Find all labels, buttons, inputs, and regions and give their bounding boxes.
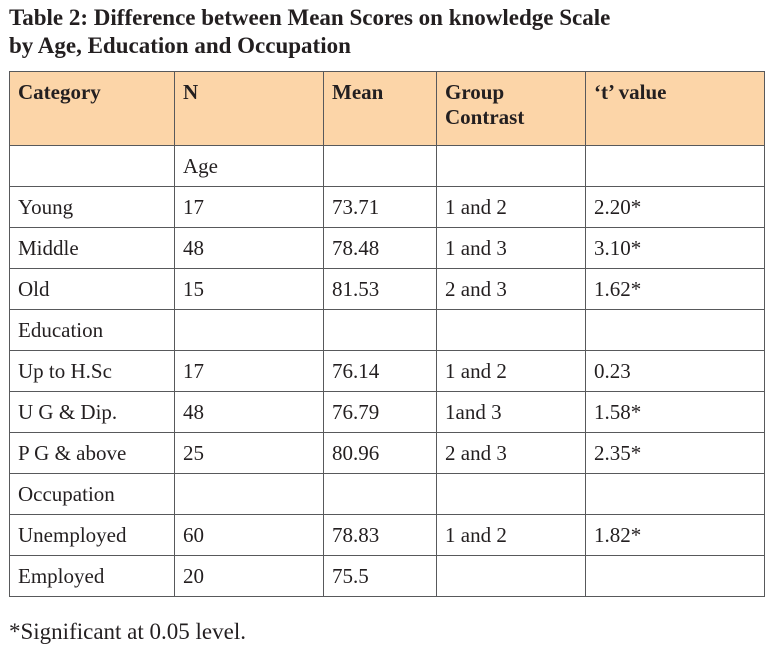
cell-category: Old [9,268,175,310]
cell-t-value [585,555,765,597]
cell-mean: 73.71 [323,186,437,228]
cell-category: U G & Dip. [9,391,175,433]
cell-category: Up to H.Sc [9,350,175,392]
table-row: Unemployed 60 78.83 1 and 2 1.82* [9,514,765,556]
cell-group-contrast [436,145,586,187]
cell-group-contrast [436,473,586,515]
data-table: Category N Mean Group Contrast ‘t’ value… [9,71,765,597]
cell-n: 25 [174,432,324,474]
header-row: Category N Mean Group Contrast ‘t’ value [9,71,765,146]
table-body: Age Young 17 73.71 1 and 2 2.20* Middle 48 78.48… [9,145,765,597]
cell-group-contrast: 1 and 2 [436,350,586,392]
table-row: Education [9,309,765,351]
cell-n: Age [174,145,324,187]
cell-mean: 78.48 [323,227,437,269]
table-header: Category N Mean Group Contrast ‘t’ value [9,71,765,146]
cell-mean: 78.83 [323,514,437,556]
cell-n: 17 [174,350,324,392]
cell-group-contrast [436,555,586,597]
table-row: P G & above 25 80.96 2 and 3 2.35* [9,432,765,474]
cell-mean: 80.96 [323,432,437,474]
cell-mean [323,145,437,187]
cell-category: Employed [9,555,175,597]
cell-group-contrast: 1 and 3 [436,227,586,269]
cell-mean: 75.5 [323,555,437,597]
table-title: Table 2: Difference between Mean Scores … [9,5,611,58]
header-t-value: ‘t’ value [585,71,765,146]
cell-category [9,145,175,187]
cell-t-value: 2.35* [585,432,765,474]
table-row: Middle 48 78.48 1 and 3 3.10* [9,227,765,269]
cell-t-value: 3.10* [585,227,765,269]
header-n: N [174,71,324,146]
cell-mean [323,309,437,351]
cell-n: 15 [174,268,324,310]
cell-mean: 76.79 [323,391,437,433]
cell-n: 48 [174,227,324,269]
cell-group-contrast [436,309,586,351]
cell-t-value: 1.58* [585,391,765,433]
table-row: Age [9,145,765,187]
table-row: Occupation [9,473,765,515]
cell-t-value: 1.62* [585,268,765,310]
table-row: Young 17 73.71 1 and 2 2.20* [9,186,765,228]
cell-category: Middle [9,227,175,269]
cell-category: P G & above [9,432,175,474]
table-row: U G & Dip. 48 76.79 1and 3 1.58* [9,391,765,433]
cell-t-value: 2.20* [585,186,765,228]
cell-group-contrast: 1 and 2 [436,514,586,556]
table-row: Up to H.Sc 17 76.14 1 and 2 0.23 [9,350,765,392]
cell-group-contrast: 1 and 2 [436,186,586,228]
cell-n [174,473,324,515]
cell-category: Unemployed [9,514,175,556]
cell-group-contrast: 1and 3 [436,391,586,433]
cell-category: Occupation [9,473,175,515]
cell-n: 17 [174,186,324,228]
header-mean: Mean [323,71,437,146]
cell-t-value: 0.23 [585,350,765,392]
table-row: Employed 20 75.5 [9,555,765,597]
table-row: Old 15 81.53 2 and 3 1.62* [9,268,765,310]
footnote: *Significant at 0.05 level. [9,619,246,644]
cell-n: 20 [174,555,324,597]
cell-mean [323,473,437,515]
cell-category: Education [9,309,175,351]
cell-t-value: 1.82* [585,514,765,556]
cell-n: 48 [174,391,324,433]
cell-n [174,309,324,351]
cell-t-value [585,473,765,515]
cell-category: Young [9,186,175,228]
cell-t-value [585,145,765,187]
cell-mean: 76.14 [323,350,437,392]
header-group-contrast: Group Contrast [436,71,586,146]
cell-n: 60 [174,514,324,556]
header-category: Category [9,71,175,146]
cell-group-contrast: 2 and 3 [436,268,586,310]
cell-mean: 81.53 [323,268,437,310]
cell-group-contrast: 2 and 3 [436,432,586,474]
cell-t-value [585,309,765,351]
